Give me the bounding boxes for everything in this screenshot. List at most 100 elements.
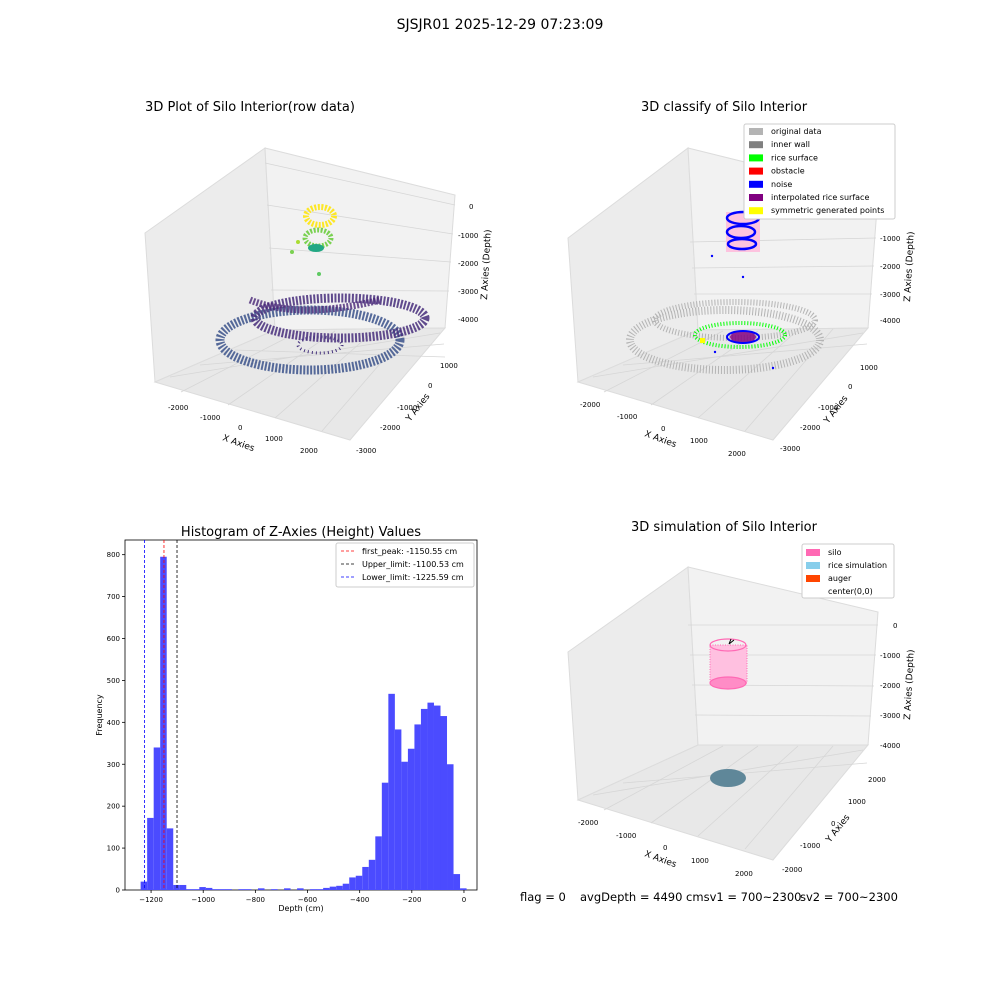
histogram-xlabel: Depth (cm): [278, 904, 323, 913]
plot2-legend-swatch: [749, 154, 763, 162]
histogram-xtick-label: −200: [402, 896, 421, 904]
plot4-rice-simulation: [710, 769, 746, 787]
plot2-3d-axes[interactable]: original data inner wall rice surface obsta…: [500, 0, 1000, 470]
histogram-xtick-label: 0: [462, 896, 466, 904]
plot4-legend-frame: [801, 543, 895, 599]
histogram-bar: [440, 716, 448, 890]
plot4-xtick: -1000: [616, 832, 636, 840]
plot2-legend-items: original data inner wall rice surface obsta…: [749, 127, 884, 215]
histogram-x-ticks: −1200 −1000 −800 −600 −400 −200 0: [139, 890, 466, 904]
plot1-tick-labels: -2000 -1000 0 1000 2000 1000 0 -1000 -20…: [168, 203, 478, 455]
histogram-ytick-label: 100: [107, 845, 120, 853]
plot2-ztick: -3000: [880, 291, 900, 299]
plot2-xtick: -2000: [580, 401, 600, 409]
plot2-original-ring-outer: [626, 306, 824, 374]
histogram-bar: [460, 888, 467, 890]
histogram-bar: [433, 705, 441, 890]
plot2-ytick: 0: [848, 383, 852, 391]
plot2-noise-point: [713, 350, 717, 354]
plot1-diagonal-band: [248, 296, 381, 314]
plot4-3d-axes[interactable]: silo rice simulation auger center(0,0) -200…: [500, 0, 1000, 880]
histogram-bar: [199, 887, 206, 890]
figure-title: SJSJR01 2025-12-29 07:23:09: [396, 17, 604, 33]
plot4-ytick: 2000: [868, 776, 886, 784]
histogram-bar: [257, 888, 265, 890]
plot1-top-cluster-teal: [308, 244, 324, 252]
histogram-xtick-label: −600: [298, 896, 317, 904]
histogram-bar: [401, 761, 408, 890]
plot4-ztick: 0: [893, 622, 897, 630]
plot4-ztick: -4000: [880, 742, 900, 750]
histogram-bar: [212, 889, 219, 890]
histogram-bar: [447, 764, 454, 890]
plot4-ytick: -1000: [800, 842, 820, 850]
plot1-ytick: -2000: [380, 424, 400, 432]
plot4-legend-label: center(0,0): [828, 587, 873, 596]
plot2-noise-bottom: [726, 237, 758, 251]
plot1-ytick: 1000: [440, 362, 458, 370]
plot4-title: 3D simulation of Silo Interior: [631, 520, 817, 535]
plot2-legend: original data inner wall rice surface obsta…: [743, 123, 896, 220]
histogram-bar: [173, 884, 180, 890]
histogram-bar: [205, 887, 213, 890]
histogram-bar: [427, 702, 434, 890]
plot2-legend-swatch: [749, 128, 763, 135]
plot2-ytick: -3000: [780, 445, 800, 453]
plot1-xtick: 0: [238, 424, 242, 432]
plot1-ztick: -2000: [458, 260, 478, 268]
plot4-legend-swatch: [806, 575, 820, 582]
plot4-ztick: -3000: [880, 712, 900, 720]
plot1-ztick: -4000: [458, 316, 478, 324]
histogram-xtick-label: −1200: [139, 896, 163, 904]
plot2-legend-frame: [743, 123, 896, 220]
histogram-legend: first_peak: -1150.55 cm Upper_limit: -110…: [335, 542, 475, 588]
plot1-title: 3D Plot of Silo Interior(row data): [145, 100, 355, 115]
histogram-xtick-label: −800: [246, 896, 265, 904]
histogram-chart[interactable]: Histogram of Z-Axies (Height) Values −12…: [0, 510, 500, 920]
plot2-ztick: -4000: [880, 317, 900, 325]
plot2-noise-point: [741, 275, 745, 279]
plot2-title-wrap: 3D classify of Silo Interior: [474, 100, 974, 115]
plot1-3d-axes[interactable]: -2000 -1000 0 1000 2000 1000 0 -1000 -20…: [0, 0, 500, 470]
plot2-ytick: -2000: [800, 424, 820, 432]
plot4-legend-label: silo: [828, 548, 842, 557]
plot1-outlier: [290, 250, 294, 254]
plot1-top-cluster-yellow: [303, 204, 337, 228]
plot4-legend-items: silo rice simulation auger center(0,0): [806, 548, 887, 596]
plot2-noise-point: [771, 366, 775, 370]
plot1-xlabel: X Axies: [221, 433, 256, 454]
histogram-xtick-label: −1000: [191, 896, 215, 904]
plot4-zlabel: Z Axies (Depth): [903, 649, 917, 720]
histogram-legend-label: first_peak: -1150.55 cm: [362, 547, 457, 556]
plot4-tick-labels: -2000 -1000 0 1000 2000 2000 1000 0 -100…: [578, 622, 900, 878]
plot2-legend-label: obstacle: [771, 167, 805, 176]
plot1-ztick: -3000: [458, 288, 478, 296]
histogram-bar: [323, 887, 330, 890]
plot4-silo-top: [709, 638, 747, 652]
histogram-ytick-label: 800: [107, 551, 120, 559]
plot4-xlabel: X Axies: [643, 849, 678, 870]
plot2-legend-swatch: [749, 207, 763, 215]
histogram-bar: [316, 889, 324, 890]
histogram-bar: [407, 748, 415, 890]
histogram-bar: [225, 889, 232, 890]
plot4-xtick: 0: [663, 844, 667, 852]
histogram-bar: [368, 859, 376, 890]
histogram-ytick-label: 600: [107, 635, 120, 643]
histogram-bar: [362, 866, 369, 890]
plot4-title-wrap: 3D simulation of Silo Interior: [474, 520, 974, 535]
plot4-ztick: -1000: [880, 652, 900, 660]
plot4-legend: silo rice simulation auger center(0,0): [801, 543, 895, 599]
plot2-interpolated: [730, 331, 756, 343]
footer-avg-depth: avgDepth = 4490 cmsv1 = 700~2300: [580, 890, 802, 904]
plot1-panes: [144, 147, 456, 441]
plot4-ytick: -2000: [782, 866, 802, 874]
histogram-title: Histogram of Z-Axies (Height) Values: [181, 525, 421, 540]
plot2-legend-label: interpolated rice surface: [771, 193, 869, 202]
plot2-ytick: -1000: [818, 404, 838, 412]
histogram-bar: [244, 889, 252, 890]
plot1-ring-lower: [215, 305, 405, 375]
histogram-ytick-label: 700: [107, 593, 120, 601]
histogram-legend-items: first_peak: -1150.55 cm Upper_limit: -110…: [341, 547, 464, 582]
histogram-bar: [218, 889, 226, 890]
